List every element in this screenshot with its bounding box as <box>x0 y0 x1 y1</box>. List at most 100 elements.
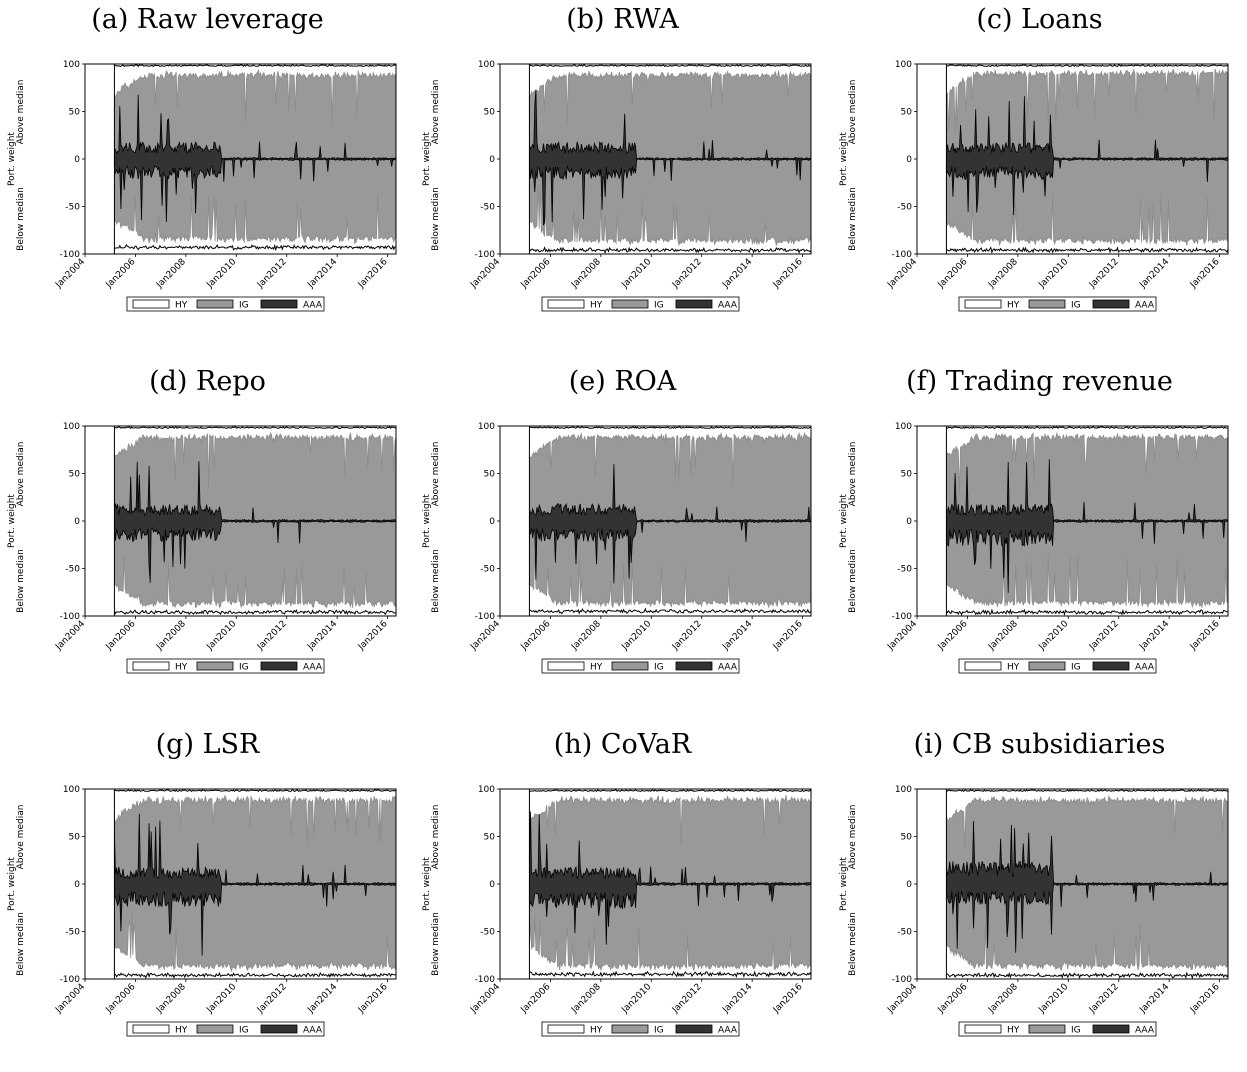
y-axis-label: Port. weight <box>839 857 849 911</box>
chart-svg: -100 -50 0 50 100 Jan2004 Jan2006 Jan2008 Jan201… <box>839 60 1229 312</box>
x-tick-label: Jan2010 <box>620 257 654 291</box>
y-tick-label: -50 <box>65 928 80 938</box>
y-tick-label: 0 <box>906 880 912 890</box>
y-tick-label: -50 <box>65 203 80 213</box>
legend-label-aaa: AAA <box>303 1026 323 1036</box>
y-axis-label-above: Above median <box>16 805 26 870</box>
panel-title: (i) CB subsidiaries <box>913 729 1166 760</box>
x-tick-label: Jan2008 <box>154 619 188 653</box>
series-hy-lower-line <box>945 608 1228 616</box>
legend: HY IG AAA <box>126 658 325 674</box>
y-tick-label: 50 <box>484 470 496 480</box>
y-tick-label: 50 <box>901 833 913 843</box>
legend-label-ig: IG <box>654 663 664 673</box>
y-tick-label: -50 <box>897 565 912 575</box>
legend-label-aaa: AAA <box>718 1026 738 1036</box>
legend-label-hy: HY <box>590 301 603 311</box>
series-hy-upper-line <box>529 426 812 430</box>
plot-area <box>528 64 812 254</box>
legend-swatch-hy <box>132 661 170 671</box>
x-tick-label: Jan2006 <box>936 619 970 653</box>
legend-label-hy: HY <box>1007 663 1020 673</box>
series-hy-lower-line <box>528 246 812 254</box>
legend-label-ig: IG <box>239 663 249 673</box>
x-tick-label: Jan2014 <box>1137 619 1171 653</box>
x-tick-label: Jan2016 <box>1188 619 1222 653</box>
legend-label-aaa: AAA <box>1135 663 1155 673</box>
x-tick-label: Jan2016 <box>771 619 805 653</box>
legend-swatch-hy <box>547 1024 585 1034</box>
x-tick-label: Jan2014 <box>1137 982 1171 1016</box>
x-tick-label: Jan2012 <box>255 257 289 291</box>
y-axis-label-below: Below median <box>848 187 858 251</box>
x-tick-label: Jan2010 <box>620 982 654 1016</box>
plot-area <box>945 789 1229 980</box>
y-tick-label: 0 <box>74 517 80 527</box>
legend-swatch-aaa <box>1092 1024 1130 1034</box>
y-axis-label-below: Below median <box>848 549 858 613</box>
legend-swatch-hy <box>964 1024 1002 1034</box>
legend: HY IG AAA <box>958 1021 1157 1037</box>
legend-label-ig: IG <box>239 1026 249 1036</box>
legend: HY IG AAA <box>958 658 1157 674</box>
y-tick-label: 50 <box>69 108 81 118</box>
legend-swatch-ig <box>196 1024 234 1034</box>
legend-label-ig: IG <box>654 1026 664 1036</box>
y-axis-label-above: Above median <box>431 80 441 145</box>
y-axis-label: Port. weight <box>839 494 849 548</box>
series-hy-upper-line <box>946 789 1229 793</box>
x-tick-label: Jan2016 <box>771 257 805 291</box>
legend-label-aaa: AAA <box>718 301 738 311</box>
x-tick-label: Jan2010 <box>205 257 239 291</box>
x-tick-label: Jan2016 <box>356 257 390 291</box>
x-tick-label: Jan2014 <box>305 619 339 653</box>
y-tick-label: -50 <box>480 565 495 575</box>
x-tick-label: Jan2012 <box>670 982 704 1016</box>
y-tick-label: -100 <box>475 975 496 985</box>
chart-svg: -100 -50 0 50 100 Jan2004 Jan2006 Jan2008 Jan201… <box>839 422 1229 674</box>
series-hy-lower-line <box>114 971 397 979</box>
chart-svg: -100 -50 0 50 100 Jan2004 Jan2006 Jan2008 Jan201… <box>7 60 397 312</box>
series-hy-upper-line <box>114 426 397 430</box>
y-tick-label: 0 <box>906 517 912 527</box>
y-tick-label: 50 <box>901 108 913 118</box>
series-hy-upper-line <box>946 64 1229 68</box>
legend-label-hy: HY <box>590 663 603 673</box>
x-tick-label: Jan2006 <box>104 982 138 1016</box>
x-tick-label: Jan2008 <box>154 982 188 1016</box>
y-axis-label: Port. weight <box>7 132 17 186</box>
x-tick-label: Jan2016 <box>771 982 805 1016</box>
x-tick-label: Jan2014 <box>720 982 754 1016</box>
x-tick-label: Jan2012 <box>1087 257 1121 291</box>
y-tick-label: -50 <box>480 928 495 938</box>
legend-swatch-ig <box>196 299 234 309</box>
panel-title: (f) Trading revenue <box>906 366 1173 397</box>
legend: HY IG AAA <box>958 296 1157 312</box>
chart-svg: -100 -50 0 50 100 Jan2004 Jan2006 Jan2008 Jan201… <box>7 785 397 1037</box>
x-tick-label: Jan2012 <box>255 619 289 653</box>
y-tick-label: -100 <box>892 975 913 985</box>
legend-label-ig: IG <box>654 301 664 311</box>
y-axis-label-above: Above median <box>431 442 441 507</box>
series-hy-upper-line <box>529 789 812 792</box>
chart-svg: -100 -50 0 50 100 Jan2004 Jan2006 Jan2008 Jan201… <box>839 785 1229 1037</box>
legend: HY IG AAA <box>541 296 740 312</box>
legend-swatch-ig <box>1028 1024 1066 1034</box>
x-tick-label: Jan2006 <box>519 982 553 1016</box>
panel-title: (e) ROA <box>568 366 677 397</box>
legend-swatch-aaa <box>675 299 713 309</box>
y-tick-label: 100 <box>63 785 80 795</box>
panel-title: (g) LSR <box>155 729 260 760</box>
series-hy-lower-line <box>946 246 1229 254</box>
y-axis-label-below: Below median <box>848 912 858 976</box>
legend-label-hy: HY <box>175 301 188 311</box>
legend-swatch-aaa <box>260 1024 298 1034</box>
y-tick-label: 0 <box>489 880 495 890</box>
x-tick-label: Jan2008 <box>986 982 1020 1016</box>
y-tick-label: 50 <box>484 108 496 118</box>
panel-title: (c) Loans <box>976 4 1103 35</box>
series-hy-lower-line <box>114 243 397 252</box>
y-tick-label: 100 <box>895 785 912 795</box>
plot-area <box>528 789 812 979</box>
legend-swatch-hy <box>547 661 585 671</box>
